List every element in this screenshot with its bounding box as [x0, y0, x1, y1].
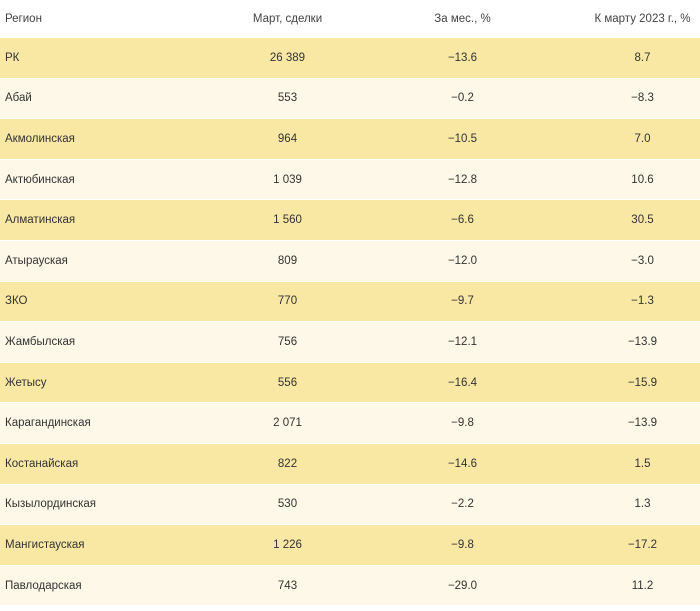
cell-deals: 1 226 [273, 538, 302, 551]
table-row: Жетысу 556 −16.4 −15.9 [0, 362, 700, 404]
cell-deals: 743 [277, 579, 298, 592]
cell-month-change: −12.0 [447, 254, 478, 267]
table-body: РК 26 389 −13.6 8.7 Абай 553 −0.2 −8.3 Акмолинск… [0, 38, 700, 607]
cell-deals: 822 [277, 457, 298, 470]
cell-month-change: −6.6 [451, 214, 474, 227]
table-row: Акмолинская 964 −10.5 7.0 [0, 119, 700, 160]
cell-year-change: 30.5 [631, 214, 654, 227]
cell-region: Мангистауская [5, 538, 85, 551]
header-month-change: За мес., % [434, 12, 491, 25]
cell-year-change: −1.3 [631, 295, 654, 308]
cell-region: Абай [5, 92, 32, 105]
cell-deals: 756 [277, 335, 298, 348]
cell-deals: 530 [277, 498, 298, 511]
table-row: Жамбылская 756 −12.1 −13.9 [0, 322, 700, 363]
cell-region: Жетысу [5, 376, 47, 389]
cell-region: Карагандинская [5, 417, 91, 430]
cell-year-change: 10.6 [631, 173, 654, 186]
cell-month-change: −14.6 [447, 457, 478, 470]
cell-deals: 553 [277, 92, 298, 105]
cell-month-change: −10.5 [447, 132, 478, 145]
cell-month-change: −13.6 [447, 51, 478, 64]
cell-region: Жамбылская [5, 335, 76, 348]
table-row: Алматинская 1 560 −6.6 30.5 [0, 200, 700, 241]
cell-region: Атырауская [5, 254, 68, 267]
cell-region: Алматинская [5, 214, 76, 227]
cell-region: Акмолинская [5, 132, 75, 145]
cell-year-change: 1.5 [634, 457, 651, 470]
table-row: РК 26 389 −13.6 8.7 [0, 38, 700, 79]
cell-region: Павлодарская [5, 579, 82, 592]
cell-month-change: −16.4 [447, 376, 478, 389]
cell-deals: 1 039 [273, 173, 302, 186]
table-row: Карагандинская 2 071 −9.8 −13.9 [0, 403, 700, 444]
table-row: Павлодарская 743 −29.0 11.2 [0, 565, 700, 607]
cell-month-change: −9.8 [451, 538, 474, 551]
cell-region: ЗКО [5, 295, 28, 308]
cell-month-change: −9.8 [451, 417, 474, 430]
cell-region: РК [5, 51, 20, 64]
table-row: ЗКО 770 −9.7 −1.3 [0, 281, 700, 323]
cell-month-change: −2.2 [451, 498, 474, 511]
cell-year-change: 1.3 [634, 498, 651, 511]
header-deals: Март, сделки [252, 12, 323, 25]
cell-year-change: 11.2 [631, 579, 654, 592]
cell-region: Актюбинская [5, 173, 75, 186]
header-year-change: К марту 2023 г., % [594, 12, 691, 25]
cell-year-change: 7.0 [634, 132, 651, 145]
cell-region: Костанайская [5, 457, 79, 470]
cell-month-change: −12.1 [447, 335, 478, 348]
cell-year-change: 8.7 [634, 51, 651, 64]
cell-deals: 26 389 [269, 51, 306, 64]
cell-month-change: −0.2 [451, 92, 474, 105]
table-row: Атырауская 809 −12.0 −3.0 [0, 240, 700, 282]
cell-deals: 770 [277, 295, 298, 308]
cell-year-change: −13.9 [627, 417, 658, 430]
table-row: Кызылординская 530 −2.2 1.3 [0, 484, 700, 526]
cell-year-change: −17.2 [627, 538, 658, 551]
cell-deals: 964 [277, 132, 298, 145]
cell-deals: 2 071 [273, 417, 302, 430]
cell-year-change: −8.3 [631, 92, 654, 105]
cell-deals: 556 [277, 376, 298, 389]
cell-deals: 1 560 [273, 214, 302, 227]
table-row: Абай 553 −0.2 −8.3 [0, 78, 700, 120]
header-region: Регион [5, 12, 42, 25]
cell-year-change: −3.0 [631, 254, 654, 267]
cell-deals: 809 [277, 254, 298, 267]
table-header-row: Регион Март, сделки За мес., % К марту 2… [0, 0, 700, 38]
cell-month-change: −29.0 [447, 579, 478, 592]
cell-region: Кызылординская [5, 498, 97, 511]
cell-year-change: −13.9 [627, 335, 658, 348]
table-row: Мангистауская 1 226 −9.8 −17.2 [0, 525, 700, 566]
table-row: Костанайская 822 −14.6 1.5 [0, 443, 700, 485]
cell-year-change: −15.9 [627, 376, 658, 389]
cell-month-change: −9.7 [451, 295, 474, 308]
table-row: Актюбинская 1 039 −12.8 10.6 [0, 159, 700, 201]
cell-month-change: −12.8 [447, 173, 478, 186]
